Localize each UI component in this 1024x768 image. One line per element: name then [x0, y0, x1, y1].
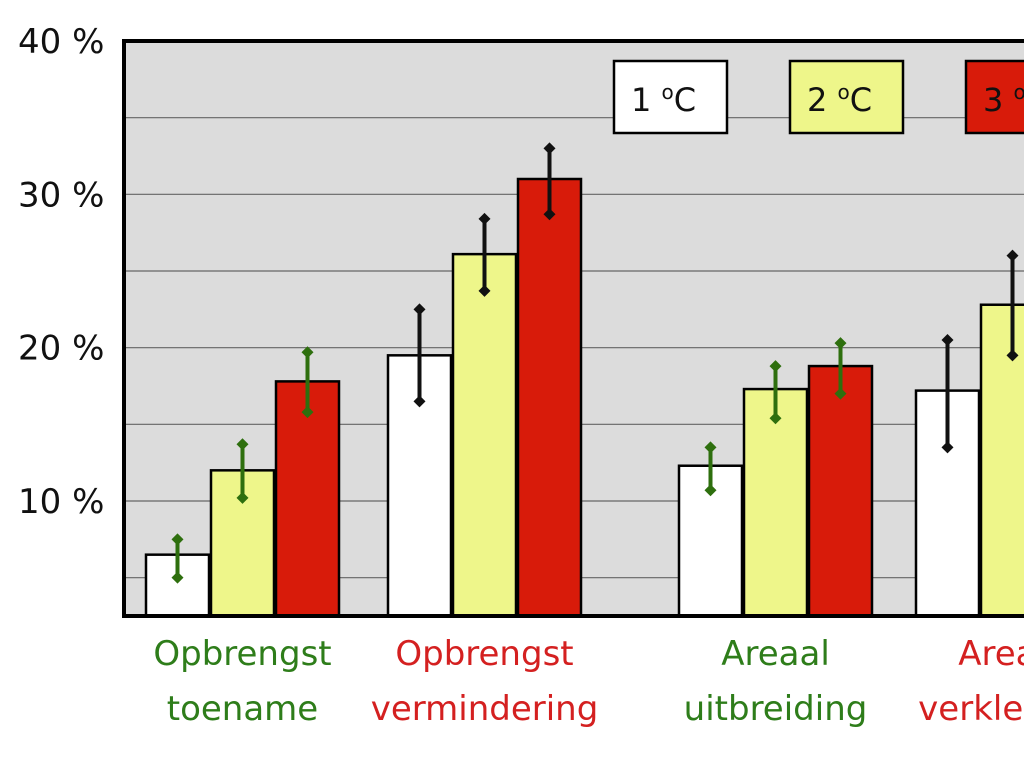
error-bar-cap: [704, 441, 717, 454]
error-bar-cap: [769, 412, 782, 425]
legend-swatch: [964, 59, 1024, 135]
error-bar-cap: [941, 334, 954, 346]
y-tick-label: 20 %: [18, 329, 104, 369]
y-tick-label: 30 %: [18, 175, 104, 215]
category-label: vermindering: [371, 689, 599, 729]
legend-label: 2 oC: [807, 80, 872, 119]
error-bar-cap: [236, 438, 249, 451]
bar: [451, 252, 518, 618]
y-axis-tick-labels: 10 % 20 % 30 % 40 %: [18, 22, 104, 522]
error-bar-cap: [769, 360, 782, 373]
category-label: Opbrengst: [153, 634, 331, 674]
legend: 1 oC 2 oC 3 oC: [612, 59, 1024, 135]
error-bar-cap: [478, 212, 491, 225]
error-bar-cap: [171, 571, 184, 584]
x-axis-category-labels: Opbrengst toename Opbrengst vermindering Are…: [153, 634, 1024, 729]
error-bar-cap: [413, 395, 426, 408]
error-bar-cap: [543, 208, 556, 221]
category-label: Areaal: [958, 634, 1024, 674]
error-bar-cap: [1006, 349, 1019, 362]
y-tick-label: 40 %: [18, 22, 104, 62]
error-bar-cap: [834, 387, 847, 400]
category-label: Areaal: [721, 634, 830, 674]
category-label: Opbrengst: [395, 634, 573, 674]
category-label: uitbreiding: [684, 689, 868, 729]
error-bar-cap: [171, 533, 184, 546]
axes: [122, 39, 1024, 618]
category-label: toename: [167, 689, 318, 729]
error-bar-cap: [704, 484, 717, 497]
error-bar-cap: [301, 406, 314, 419]
bar: [807, 364, 874, 618]
error-bar-cap: [834, 337, 847, 350]
error-bar-cap: [1006, 249, 1019, 262]
error-bars: [171, 142, 1019, 584]
error-bar-cap: [413, 303, 426, 316]
legend-swatch: [612, 59, 729, 135]
error-bar-cap: [543, 142, 556, 155]
error-bar-cap: [941, 441, 954, 454]
legend-swatch: [788, 59, 905, 135]
error-bar-cap: [236, 491, 249, 504]
bar: [516, 177, 583, 618]
error-bar-cap: [478, 284, 491, 297]
legend-label: 3 oC: [983, 80, 1024, 119]
category-label: verkleining: [918, 689, 1024, 729]
legend-label: 1 oC: [631, 80, 696, 119]
error-bar-cap: [301, 346, 314, 359]
bar: [979, 303, 1024, 618]
y-tick-label: 10 %: [18, 482, 104, 522]
bar: [914, 389, 981, 618]
